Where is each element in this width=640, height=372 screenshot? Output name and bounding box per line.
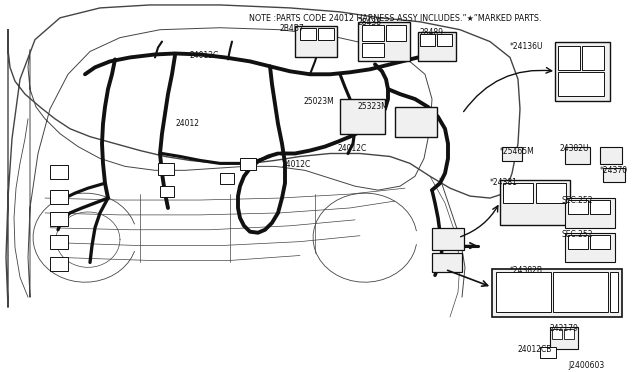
Bar — [503, 183, 533, 203]
Bar — [582, 45, 604, 70]
Bar — [610, 272, 618, 312]
Bar — [600, 147, 622, 164]
Text: *24370: *24370 — [600, 166, 628, 175]
Text: 24012C: 24012C — [338, 144, 367, 153]
Bar — [590, 235, 610, 248]
Bar — [420, 34, 435, 45]
Bar — [558, 72, 604, 96]
Bar — [536, 183, 566, 203]
Bar — [358, 22, 410, 61]
Bar — [496, 272, 551, 312]
Bar — [555, 42, 610, 101]
Bar — [50, 257, 68, 271]
Text: SEC.252: SEC.252 — [562, 230, 593, 239]
Bar — [590, 200, 610, 214]
Bar — [502, 147, 522, 161]
Text: 2B4B7: 2B4B7 — [280, 24, 305, 33]
Text: 24012CB: 24012CB — [518, 344, 552, 354]
Bar — [550, 327, 578, 349]
Bar — [395, 107, 437, 137]
Bar — [553, 272, 608, 312]
Bar — [340, 99, 385, 134]
Text: 24012C: 24012C — [282, 160, 311, 169]
Text: 24012: 24012 — [175, 119, 199, 128]
Bar — [300, 28, 316, 39]
Bar — [50, 190, 68, 204]
Bar — [50, 212, 68, 226]
Text: 24382U: 24382U — [560, 144, 589, 153]
Bar — [603, 169, 625, 182]
Text: *24381: *24381 — [490, 178, 518, 187]
Bar — [565, 233, 615, 262]
Text: 28438: 28438 — [358, 18, 382, 27]
Bar — [500, 180, 570, 225]
Bar — [220, 173, 234, 184]
Bar — [160, 186, 174, 197]
Bar — [432, 253, 462, 272]
Text: 242179: 242179 — [549, 324, 578, 333]
Bar — [552, 329, 562, 339]
Bar — [564, 329, 574, 339]
Bar — [50, 166, 68, 179]
Bar — [565, 198, 615, 228]
Bar — [158, 163, 174, 175]
Bar — [362, 42, 384, 57]
Text: NOTE :PARTS CODE 24012 HARNESS ASSY INCLUDES.”★”MARKED PARTS.: NOTE :PARTS CODE 24012 HARNESS ASSY INCL… — [249, 14, 541, 23]
Text: *24382B: *24382B — [510, 266, 543, 275]
Bar — [437, 34, 452, 45]
Bar — [432, 228, 464, 250]
Text: SEC.252: SEC.252 — [562, 196, 593, 205]
Bar — [318, 28, 334, 39]
Bar — [492, 269, 622, 317]
Bar — [418, 32, 456, 61]
Text: 24012C: 24012C — [190, 51, 220, 61]
Text: 25023M: 25023M — [303, 97, 333, 106]
Bar — [568, 200, 588, 214]
Bar — [362, 25, 384, 41]
Text: 28489: 28489 — [420, 28, 444, 37]
Text: 25323M: 25323M — [358, 102, 388, 111]
Bar — [295, 26, 337, 57]
Bar — [386, 25, 406, 41]
Bar — [240, 158, 256, 170]
Text: J2400603: J2400603 — [568, 362, 604, 371]
Text: *25465M: *25465M — [500, 147, 535, 155]
Bar — [540, 347, 556, 359]
Bar — [50, 235, 68, 248]
Bar — [565, 147, 590, 164]
Bar — [558, 45, 580, 70]
Text: *24136U: *24136U — [510, 42, 543, 51]
Bar — [568, 235, 588, 248]
